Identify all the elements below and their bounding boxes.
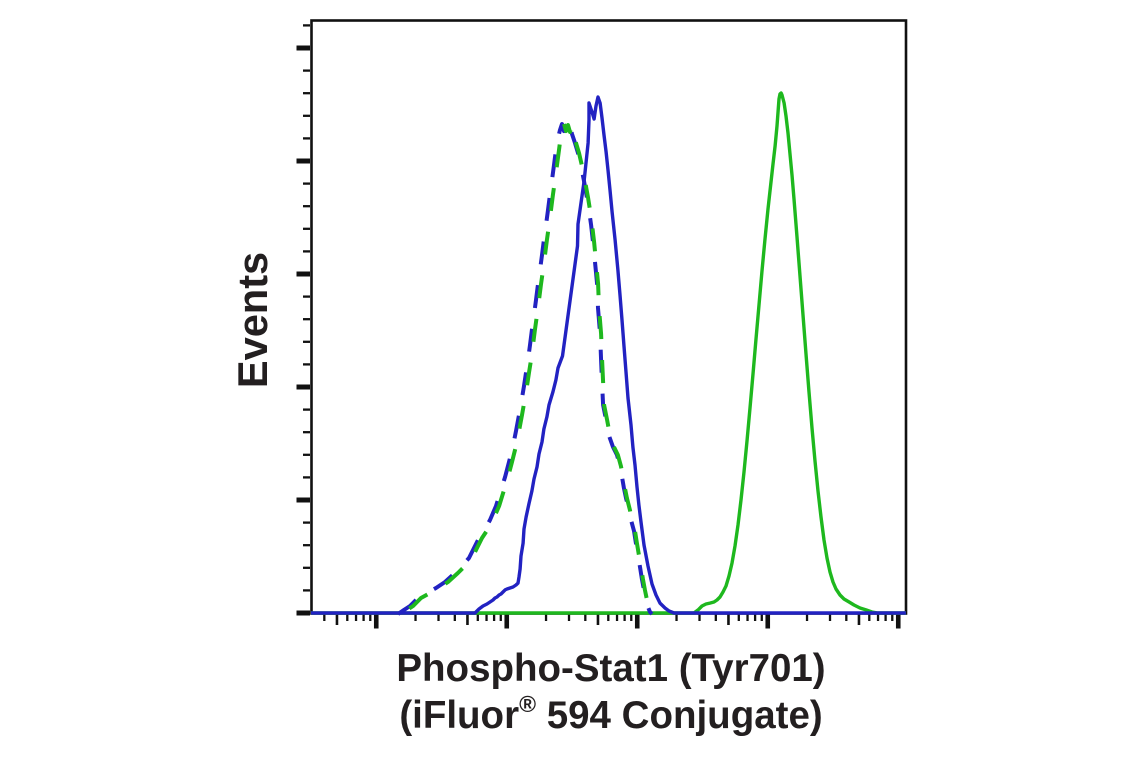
x-axis-label-line2-prefix: (iFluor	[399, 694, 519, 737]
registered-trademark-symbol: ®	[519, 691, 536, 717]
x-axis-label-line2: (iFluor® 594 Conjugate)	[399, 691, 822, 737]
series-solid-green-curve	[311, 91, 906, 615]
series-dashed-blue-curve	[396, 122, 654, 616]
series-dashed-green-curve	[399, 122, 655, 616]
x-axis-label-line2-suffix: 594 Conjugate)	[536, 694, 823, 737]
y-axis-ticks	[296, 24, 310, 616]
plot-border	[310, 19, 908, 615]
series-solid-blue-curve	[311, 95, 906, 615]
x-axis-label-line1: Phospho-Stat1 (Tyr701)	[396, 647, 825, 690]
x-axis-ticks	[323, 614, 901, 629]
histogram-curves	[311, 91, 906, 616]
y-axis-label: Events	[229, 252, 276, 388]
axes	[296, 19, 908, 629]
